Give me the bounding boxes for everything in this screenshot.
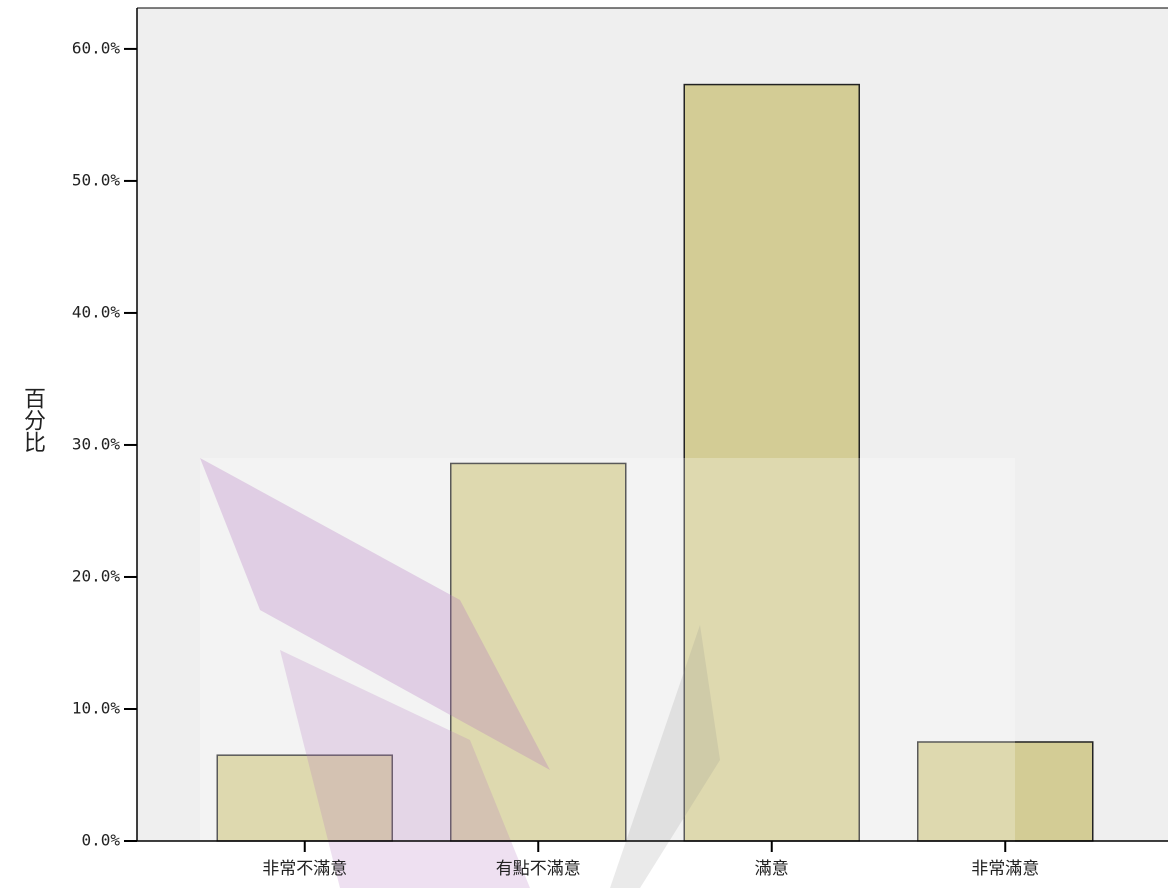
watermark: [200, 458, 550, 770]
y-tick-label: 50.0%: [72, 170, 121, 189]
y-tick-label: 10.0%: [72, 698, 121, 717]
plot-area: [137, 8, 1168, 841]
bar: [450, 462, 627, 842]
y-tick-label: 40.0%: [72, 302, 121, 321]
y-tick-label: 60.0%: [72, 38, 121, 57]
watermark: [610, 625, 720, 888]
watermark: [200, 458, 1015, 888]
x-tick-label: 非常不滿意: [262, 859, 347, 879]
x-tick-label: 有點不滿意: [496, 859, 581, 879]
y-tick-label: 0.0%: [81, 831, 120, 850]
marks: [216, 83, 1094, 842]
y-tick-label: 30.0%: [72, 434, 121, 453]
watermark: [280, 650, 530, 888]
x-tick-label: 滿意: [755, 859, 789, 879]
bar: [216, 754, 393, 842]
y-tick-label: 20.0%: [72, 566, 121, 585]
bar: [683, 83, 860, 842]
y-axis-label: 百分比: [20, 387, 46, 453]
x-tick-label: 非常滿意: [971, 859, 1039, 879]
